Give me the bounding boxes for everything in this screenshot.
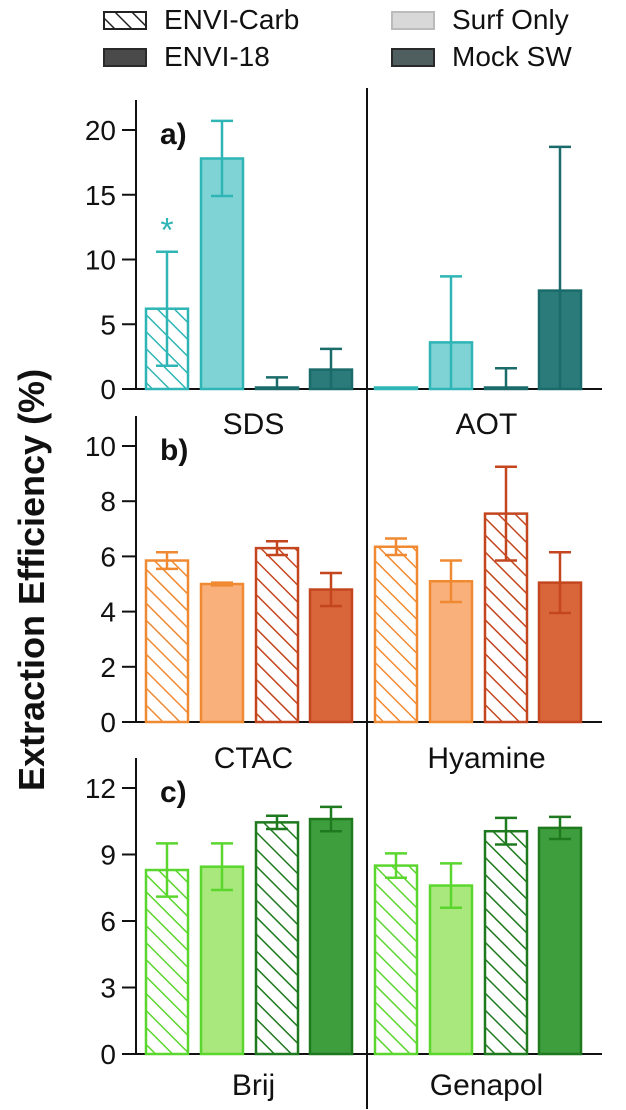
- legend-swatch-mock-sw: [391, 48, 435, 67]
- legend: ENVI-Carb ENVI-18 Surf Only Mock SW: [103, 4, 572, 72]
- category-label-sds: SDS: [223, 408, 285, 441]
- bar-brij-mock-sw: [308, 817, 354, 1056]
- y-tick-label: 8: [100, 486, 116, 517]
- y-tick-label: 6: [100, 906, 116, 937]
- bar-brij-envi-18: [254, 821, 300, 1056]
- legend-swatch-envi-carb: [103, 11, 147, 30]
- y-tick-label: 3: [100, 973, 116, 1004]
- panel-b: 0 2 4 6 8 10 b) CTAC Hyamine: [85, 404, 602, 777]
- category-label-ctac: CTAC: [214, 742, 293, 775]
- y-tick-label: 12: [85, 773, 116, 804]
- legend-label-surf-only: Surf Only: [452, 4, 569, 35]
- bar-ctac-envi-18: [254, 546, 300, 724]
- y-tick-label: 0: [100, 707, 116, 738]
- bar-ctac-mock-sw: [308, 588, 354, 724]
- panel-label: a): [160, 118, 187, 151]
- significance-marker: *: [160, 212, 173, 250]
- group-genapol: Genapol: [373, 815, 583, 1102]
- group-hyamine: Hyamine: [373, 465, 583, 775]
- bar-genapol-envi-18: [483, 829, 529, 1056]
- y-tick-label: 20: [85, 115, 116, 146]
- bar-brij-surf-only: [199, 865, 245, 1056]
- bar-hyamine-envi-carb: [373, 545, 419, 724]
- group-sds: * SDS: [144, 119, 354, 441]
- bar-genapol-mock-sw: [537, 826, 583, 1056]
- y-tick-label: 0: [100, 374, 116, 405]
- group-brij: Brij: [144, 805, 354, 1102]
- group-aot: AOT: [373, 145, 583, 441]
- y-tick-label: 6: [100, 541, 116, 572]
- panel-c: 0 3 6 9 12 c) Brij Genapol: [85, 746, 602, 1109]
- panel-a: 0 5 10 15 20 a) * SDS AOT: [85, 88, 602, 444]
- legend-swatch-envi-18: [103, 48, 147, 67]
- y-tick-label: 4: [100, 597, 116, 628]
- y-tick-label: 2: [100, 652, 116, 683]
- legend-label-mock-sw: Mock SW: [452, 41, 572, 72]
- group-ctac: CTAC: [144, 539, 354, 775]
- category-label-brij: Brij: [232, 1069, 275, 1102]
- bar-genapol-envi-carb: [373, 864, 419, 1056]
- panel-label: c): [160, 776, 187, 809]
- bar-aot-envi-carb: [373, 386, 419, 391]
- legend-label-envi-18: ENVI-18: [164, 41, 270, 72]
- y-tick-label: 15: [85, 180, 116, 211]
- y-tick-label: 0: [100, 1039, 116, 1070]
- bar-brij-envi-carb: [144, 868, 190, 1056]
- panels: 0 5 10 15 20 a) * SDS AOT 0 2 4 6 8 10 b) CTAC Hyamine 0 3 6…: [85, 88, 602, 1109]
- bar-ctac-envi-carb: [144, 559, 190, 724]
- bar-ctac-surf-only: [199, 582, 245, 724]
- bar-hyamine-surf-only: [428, 579, 474, 724]
- category-label-hyamine: Hyamine: [427, 742, 545, 775]
- category-label-aot: AOT: [456, 408, 518, 441]
- category-label-genapol: Genapol: [430, 1069, 543, 1102]
- y-tick-label: 9: [100, 840, 116, 871]
- y-tick-label: 5: [100, 309, 116, 340]
- y-tick-label: 10: [85, 245, 116, 276]
- panel-label: b): [160, 434, 188, 467]
- y-axis-label: Extraction Efficiency (%): [11, 369, 52, 791]
- legend-swatch-surf-only: [391, 11, 435, 30]
- y-tick-label: 10: [85, 431, 116, 462]
- bar-genapol-surf-only: [428, 884, 474, 1056]
- legend-label-envi-carb: ENVI-Carb: [164, 4, 299, 35]
